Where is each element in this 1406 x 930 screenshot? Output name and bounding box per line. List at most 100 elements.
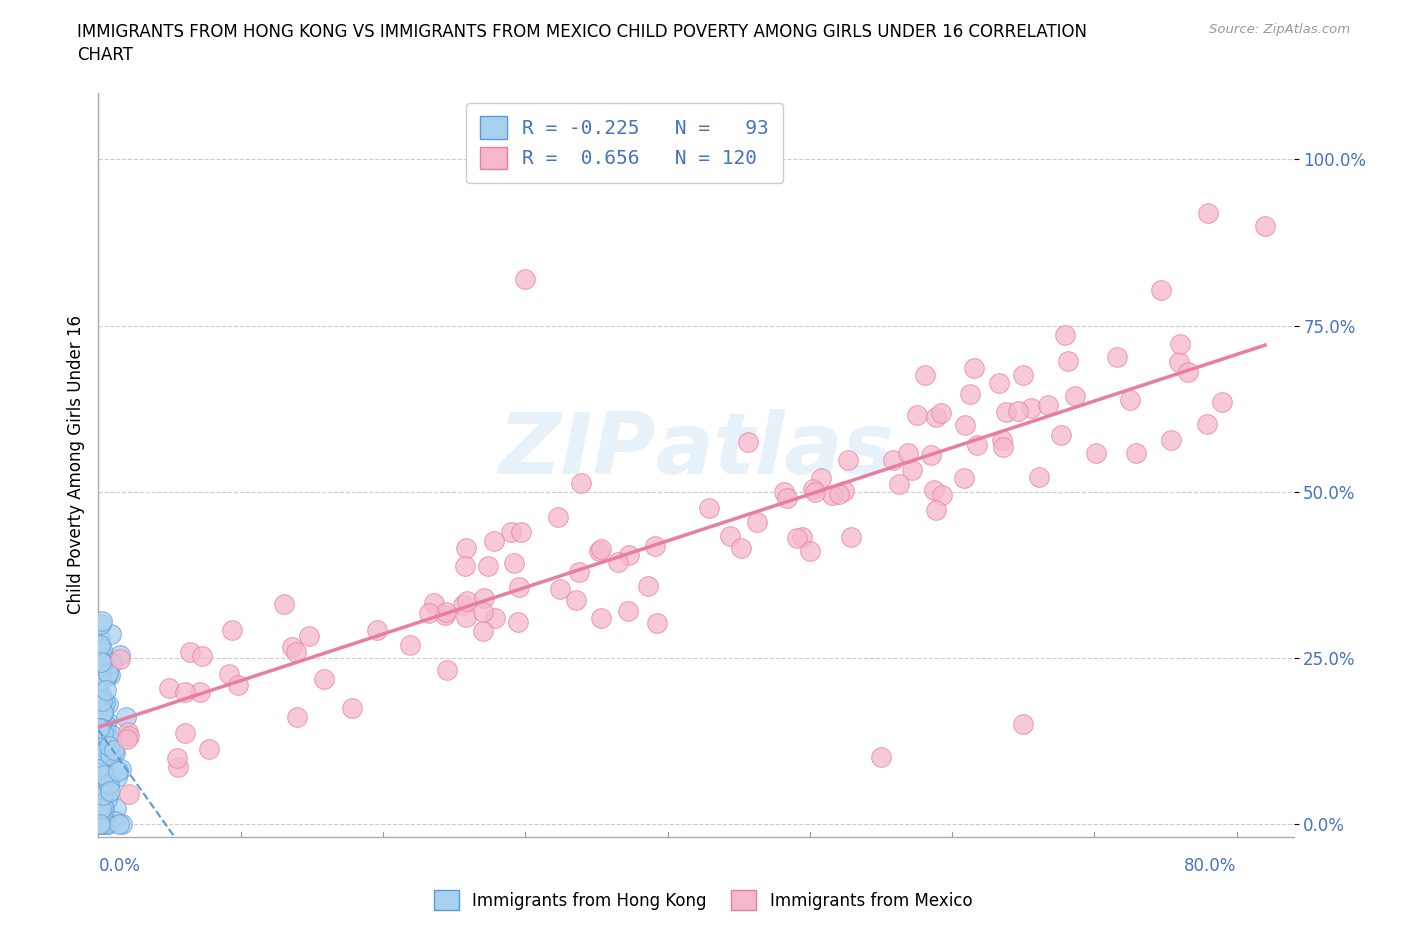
Point	[281, 640, 304, 655]
Point	[96, 713, 118, 728]
Point	[118, 787, 141, 802]
Point	[506, 614, 529, 629]
Legend: Immigrants from Hong Kong, Immigrants from Mexico: Immigrants from Hong Kong, Immigrants fr…	[427, 884, 979, 917]
Point	[477, 559, 499, 574]
Point	[110, 762, 132, 777]
Point	[273, 597, 295, 612]
Point	[510, 525, 533, 540]
Point	[837, 453, 859, 468]
Point	[1211, 394, 1233, 409]
Point	[697, 500, 720, 515]
Point	[218, 667, 240, 682]
Point	[436, 663, 458, 678]
Point	[93, 767, 115, 782]
Point	[108, 652, 131, 667]
Point	[96, 728, 118, 743]
Legend: R = -0.225   N =   93, R =  0.656   N = 120: R = -0.225 N = 93, R = 0.656 N = 120	[465, 102, 783, 182]
Point	[93, 761, 115, 776]
Point	[775, 491, 797, 506]
Point	[89, 631, 111, 645]
Point	[503, 555, 526, 570]
Point	[900, 463, 922, 478]
Point	[93, 697, 115, 711]
Point	[91, 723, 114, 737]
Point	[1053, 327, 1076, 342]
Point	[91, 817, 114, 831]
Point	[91, 661, 114, 676]
Point	[98, 748, 121, 763]
Point	[644, 538, 666, 553]
Point	[90, 617, 112, 631]
Point	[93, 781, 115, 796]
Point	[226, 678, 249, 693]
Point	[90, 655, 112, 670]
Point	[1118, 392, 1140, 407]
Point	[117, 731, 139, 746]
Point	[89, 758, 111, 773]
Point	[96, 717, 118, 732]
Point	[93, 649, 115, 664]
Point	[93, 802, 115, 817]
Point	[87, 720, 110, 735]
Point	[418, 605, 440, 620]
Point	[914, 367, 936, 382]
Point	[107, 764, 129, 778]
Point	[87, 644, 110, 658]
Point	[963, 361, 986, 376]
Point	[1177, 365, 1199, 379]
Point	[298, 628, 321, 643]
Point	[98, 738, 121, 753]
Point	[157, 681, 180, 696]
Point	[484, 533, 506, 548]
Point	[87, 817, 110, 831]
Point	[925, 409, 948, 424]
Point	[1012, 717, 1035, 732]
Point	[91, 737, 114, 752]
Point	[100, 626, 122, 641]
Point	[737, 435, 759, 450]
Point	[568, 565, 591, 579]
Point	[508, 579, 530, 594]
Point	[97, 777, 120, 791]
Point	[104, 801, 127, 816]
Text: ZIP​atlas: ZIP​atlas	[498, 408, 894, 492]
Point	[91, 706, 114, 721]
Point	[1007, 404, 1029, 418]
Point	[423, 596, 446, 611]
Point	[87, 755, 110, 770]
Point	[745, 515, 768, 530]
Point	[90, 802, 112, 817]
Point	[832, 484, 855, 498]
Point	[1125, 445, 1147, 460]
Point	[101, 656, 124, 671]
Point	[991, 432, 1014, 447]
Point	[90, 644, 112, 659]
Point	[100, 727, 122, 742]
Point	[108, 817, 131, 831]
Point	[96, 669, 118, 684]
Point	[166, 751, 188, 765]
Point	[953, 471, 976, 485]
Text: IMMIGRANTS FROM HONG KONG VS IMMIGRANTS FROM MEXICO CHILD POVERTY AMONG GIRLS UN: IMMIGRANTS FROM HONG KONG VS IMMIGRANTS …	[77, 23, 1087, 41]
Point	[174, 725, 197, 740]
Point	[1160, 432, 1182, 447]
Point	[882, 453, 904, 468]
Point	[1197, 417, 1219, 432]
Point	[1011, 367, 1033, 382]
Point	[91, 788, 114, 803]
Point	[90, 686, 112, 701]
Point	[870, 750, 893, 764]
Point	[456, 540, 478, 555]
Point	[93, 817, 115, 831]
Point	[98, 784, 121, 799]
Point	[91, 693, 114, 708]
Point	[90, 642, 112, 657]
Point	[564, 592, 586, 607]
Point	[920, 447, 942, 462]
Point	[569, 475, 592, 490]
Point	[93, 817, 115, 831]
Point	[179, 644, 201, 659]
Point	[472, 624, 495, 639]
Point	[966, 437, 988, 452]
Point	[90, 777, 112, 791]
